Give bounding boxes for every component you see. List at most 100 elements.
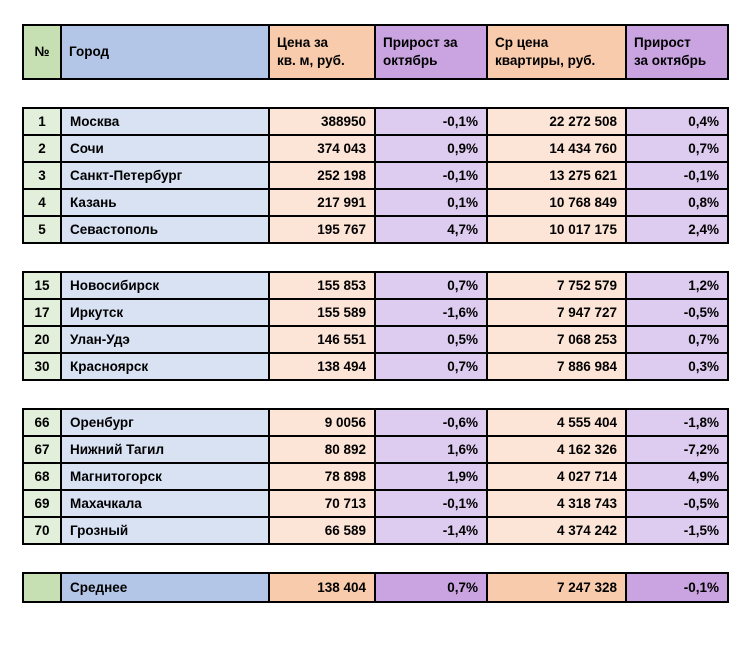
cell-growth-october: 4,7% [374, 215, 488, 244]
cell-city: Красноярск [60, 352, 270, 381]
cell-num: 20 [22, 325, 62, 354]
cell-num: 30 [22, 352, 62, 381]
table-summary: Среднее 138 404 0,7% 7 247 328 -0,1% [22, 572, 729, 603]
cell-price-per-sqm: 195 767 [268, 215, 376, 244]
cell-price-per-sqm: 78 898 [268, 462, 376, 491]
cell-growth-october-2: 0,4% [625, 107, 729, 136]
cell-growth-october-2: 0,8% [625, 188, 729, 217]
table-group-top: 1 Москва 388950 -0,1% 22 272 508 0,4% 2 Сочи 374… [22, 107, 729, 244]
header-avg-apartment-price: Ср цена квартиры, руб. [486, 24, 627, 80]
cell-growth-october-2: -7,2% [625, 435, 729, 464]
cell-city: Москва [60, 107, 270, 136]
cell-avg-apartment-price: 7 886 984 [486, 352, 627, 381]
cell-city: Санкт-Петербург [60, 161, 270, 190]
cell-avg-apartment-price: 4 374 242 [486, 516, 627, 545]
table-row: 17 Иркутск 155 589 -1,6% 7 947 727 -0,5% [22, 298, 729, 327]
cell-city: Нижний Тагил [60, 435, 270, 464]
cell-num: 5 [22, 215, 62, 244]
cell-growth-october: -1,4% [374, 516, 488, 545]
cell-avg-apartment-price: 4 027 714 [486, 462, 627, 491]
cell-price-per-sqm: 252 198 [268, 161, 376, 190]
cell-city: Оренбург [60, 408, 270, 437]
cell-price-per-sqm: 138 494 [268, 352, 376, 381]
summary-growth-october: 0,7% [374, 572, 488, 603]
cell-price-per-sqm: 9 0056 [268, 408, 376, 437]
cell-num: 4 [22, 188, 62, 217]
cell-growth-october-2: -1,8% [625, 408, 729, 437]
cell-price-per-sqm: 80 892 [268, 435, 376, 464]
cell-growth-october: -1,6% [374, 298, 488, 327]
table-row: 4 Казань 217 991 0,1% 10 768 849 0,8% [22, 188, 729, 217]
cell-avg-apartment-price: 7 068 253 [486, 325, 627, 354]
table-row: 5 Севастополь 195 767 4,7% 10 017 175 2,4% [22, 215, 729, 244]
cell-city: Казань [60, 188, 270, 217]
table-row: 1 Москва 388950 -0,1% 22 272 508 0,4% [22, 107, 729, 136]
cell-avg-apartment-price: 10 768 849 [486, 188, 627, 217]
cell-city: Магнитогорск [60, 462, 270, 491]
cell-avg-apartment-price: 4 318 743 [486, 489, 627, 518]
cell-city: Сочи [60, 134, 270, 163]
cell-growth-october: -0,1% [374, 161, 488, 190]
cell-avg-apartment-price: 22 272 508 [486, 107, 627, 136]
cell-num: 66 [22, 408, 62, 437]
summary-label: Среднее [60, 572, 270, 603]
cell-growth-october: 0,7% [374, 271, 488, 300]
cell-num: 69 [22, 489, 62, 518]
table-row: 68 Магнитогорск 78 898 1,9% 4 027 714 4,9% [22, 462, 729, 491]
table-row: 30 Красноярск 138 494 0,7% 7 886 984 0,3% [22, 352, 729, 381]
cell-avg-apartment-price: 13 275 621 [486, 161, 627, 190]
cell-avg-apartment-price: 4 162 326 [486, 435, 627, 464]
table-row: 70 Грозный 66 589 -1,4% 4 374 242 -1,5% [22, 516, 729, 545]
cell-num: 1 [22, 107, 62, 136]
cell-num: 2 [22, 134, 62, 163]
cell-growth-october-2: -0,1% [625, 161, 729, 190]
table-row: 20 Улан-Удэ 146 551 0,5% 7 068 253 0,7% [22, 325, 729, 354]
cell-avg-apartment-price: 4 555 404 [486, 408, 627, 437]
cell-avg-apartment-price: 10 017 175 [486, 215, 627, 244]
cell-city: Новосибирск [60, 271, 270, 300]
cell-num: 68 [22, 462, 62, 491]
cell-growth-october-2: 4,9% [625, 462, 729, 491]
cell-growth-october-2: -1,5% [625, 516, 729, 545]
cell-growth-october: 1,9% [374, 462, 488, 491]
cell-growth-october: -0,1% [374, 489, 488, 518]
header-city: Город [60, 24, 270, 80]
table-row: 69 Махачкала 70 713 -0,1% 4 318 743 -0,5% [22, 489, 729, 518]
table-row: 66 Оренбург 9 0056 -0,6% 4 555 404 -1,8% [22, 408, 729, 437]
cell-growth-october: 0,5% [374, 325, 488, 354]
cell-price-per-sqm: 388950 [268, 107, 376, 136]
cell-city: Грозный [60, 516, 270, 545]
cell-growth-october: -0,1% [374, 107, 488, 136]
summary-num-cell [22, 572, 62, 603]
header-growth-october-2: Прирост за октябрь [625, 24, 729, 80]
header-num: № [22, 24, 62, 80]
cell-city: Севастополь [60, 215, 270, 244]
summary-avg-apartment-price: 7 247 328 [486, 572, 627, 603]
cell-city: Улан-Удэ [60, 325, 270, 354]
cell-growth-october: 0,1% [374, 188, 488, 217]
cell-avg-apartment-price: 14 434 760 [486, 134, 627, 163]
cell-price-per-sqm: 146 551 [268, 325, 376, 354]
cell-growth-october: -0,6% [374, 408, 488, 437]
table-row: 2 Сочи 374 043 0,9% 14 434 760 0,7% [22, 134, 729, 163]
cell-city: Иркутск [60, 298, 270, 327]
cell-growth-october-2: 0,7% [625, 134, 729, 163]
cell-growth-october-2: 1,2% [625, 271, 729, 300]
cell-price-per-sqm: 66 589 [268, 516, 376, 545]
cell-city: Махачкала [60, 489, 270, 518]
cell-price-per-sqm: 155 853 [268, 271, 376, 300]
cell-growth-october-2: 2,4% [625, 215, 729, 244]
cell-num: 70 [22, 516, 62, 545]
cell-num: 17 [22, 298, 62, 327]
table-header: № Город Цена за кв. м, руб. Прирост за о… [22, 24, 729, 80]
cell-price-per-sqm: 70 713 [268, 489, 376, 518]
cell-growth-october-2: -0,5% [625, 298, 729, 327]
header-price-per-sqm: Цена за кв. м, руб. [268, 24, 376, 80]
cell-growth-october: 0,7% [374, 352, 488, 381]
table-group-bottom: 66 Оренбург 9 0056 -0,6% 4 555 404 -1,8% 67 Ниж… [22, 408, 729, 545]
cell-growth-october: 0,9% [374, 134, 488, 163]
cell-price-per-sqm: 155 589 [268, 298, 376, 327]
cell-num: 15 [22, 271, 62, 300]
header-row: № Город Цена за кв. м, руб. Прирост за о… [22, 24, 729, 80]
table-row: 67 Нижний Тагил 80 892 1,6% 4 162 326 -7,2% [22, 435, 729, 464]
